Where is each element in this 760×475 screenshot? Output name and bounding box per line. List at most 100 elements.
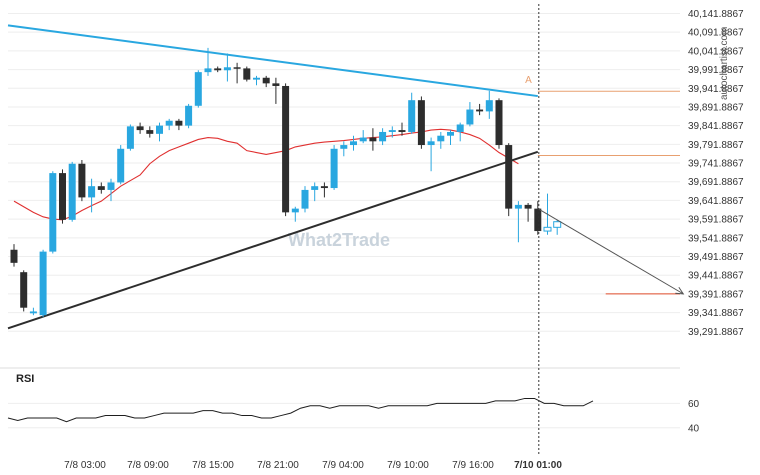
- y-tick-label: 40,091.8867: [688, 28, 744, 39]
- candle-body: [243, 68, 251, 80]
- y-tick-label: 39,541.8867: [688, 233, 744, 244]
- y-tick-label: 39,641.8867: [688, 196, 744, 207]
- candle: [311, 182, 319, 202]
- y-tick-label: 39,691.8867: [688, 177, 744, 188]
- candle: [534, 201, 542, 235]
- candle: [68, 161, 76, 222]
- x-tick-label: 7/9 16:00: [452, 460, 494, 471]
- y-tick-label: 39,841.8867: [688, 121, 744, 132]
- watermark: What2Trade: [288, 230, 390, 250]
- y-tick-label: 39,791.8867: [688, 140, 744, 151]
- candle: [78, 160, 86, 202]
- candle-body: [398, 130, 406, 132]
- candle: [514, 201, 522, 243]
- candle-body: [204, 68, 212, 73]
- candle-body: [291, 208, 299, 213]
- candle: [20, 270, 28, 312]
- candle-body: [262, 77, 270, 84]
- rsi-tick-label: 60: [688, 399, 700, 410]
- candle: [553, 219, 562, 235]
- rsi-label: RSI: [16, 373, 34, 385]
- candle-body: [10, 249, 18, 263]
- candle-body: [214, 68, 222, 71]
- point-a-label: A: [525, 75, 532, 86]
- candle: [505, 143, 513, 217]
- candle-body: [534, 208, 542, 232]
- candle: [369, 128, 377, 151]
- candle: [204, 47, 212, 76]
- candle: [243, 66, 251, 82]
- candle-body: [350, 141, 357, 146]
- candle-body: [320, 186, 328, 189]
- candle-body: [485, 100, 493, 112]
- x-tick-label: 7/8 15:00: [192, 460, 234, 471]
- candle: [301, 186, 309, 213]
- candle-body: [107, 182, 115, 190]
- candle-body: [49, 173, 57, 252]
- candle-body: [253, 77, 260, 80]
- candle-body: [282, 85, 290, 213]
- candle: [495, 98, 503, 149]
- candle: [398, 122, 406, 136]
- candle: [126, 124, 134, 151]
- candle-body: [311, 186, 319, 190]
- candle-body: [388, 130, 396, 132]
- candle: [388, 126, 396, 138]
- candle: [97, 182, 105, 194]
- upper-trendline: [7, 24, 538, 98]
- candle: [10, 244, 18, 267]
- candle-body: [379, 131, 387, 142]
- candle: [340, 141, 348, 157]
- candle-body: [437, 135, 445, 142]
- rsi-tick-label: 40: [688, 423, 700, 434]
- candle: [427, 137, 435, 172]
- grid: [8, 12, 680, 332]
- y-tick-label: 39,491.8867: [688, 252, 744, 263]
- candle: [185, 103, 193, 129]
- candle: [330, 145, 338, 190]
- candle-body: [146, 130, 154, 134]
- candle-body: [185, 105, 193, 126]
- y-tick-label: 39,391.8867: [688, 289, 744, 300]
- candle-body: [505, 145, 513, 209]
- candle-body: [272, 83, 280, 86]
- price-levels: A: [525, 75, 680, 295]
- candle-body: [233, 67, 241, 69]
- candle-body: [447, 131, 454, 136]
- candle: [88, 178, 96, 213]
- rsi-panel: 60 40: [0, 367, 700, 434]
- candle: [476, 103, 484, 116]
- candle: [379, 128, 387, 146]
- y-tick-label: 39,891.8867: [688, 102, 744, 113]
- candle: [320, 182, 328, 198]
- y-tick-label: 39,991.8867: [688, 65, 744, 76]
- x-tick-label: 7/10 01:00: [514, 460, 562, 471]
- candle: [194, 70, 202, 108]
- candle: [466, 102, 474, 127]
- candle-body: [427, 141, 435, 146]
- candle: [272, 77, 280, 104]
- candle: [49, 171, 57, 254]
- candle: [485, 90, 493, 119]
- forecast-arrow: [537, 208, 685, 295]
- moving-average: [13, 128, 519, 221]
- candle-body: [340, 145, 348, 149]
- ma-line: [13, 128, 519, 221]
- candle: [59, 169, 66, 224]
- x-tick-label: 7/9 10:00: [387, 460, 429, 471]
- candle-body: [223, 67, 231, 71]
- candle-body: [39, 251, 47, 316]
- candle-body: [68, 163, 76, 220]
- candle-body: [514, 204, 522, 209]
- candle-body: [408, 100, 416, 132]
- candle: [175, 118, 183, 131]
- candle: [117, 145, 125, 185]
- candle-body: [456, 124, 464, 132]
- candlesticks: [10, 47, 562, 318]
- x-tick-label: 7/8 03:00: [64, 460, 106, 471]
- candle-body: [359, 137, 367, 142]
- y-tick-label: 40,141.8867: [688, 9, 744, 20]
- candle-body: [78, 163, 86, 198]
- candle: [223, 53, 231, 82]
